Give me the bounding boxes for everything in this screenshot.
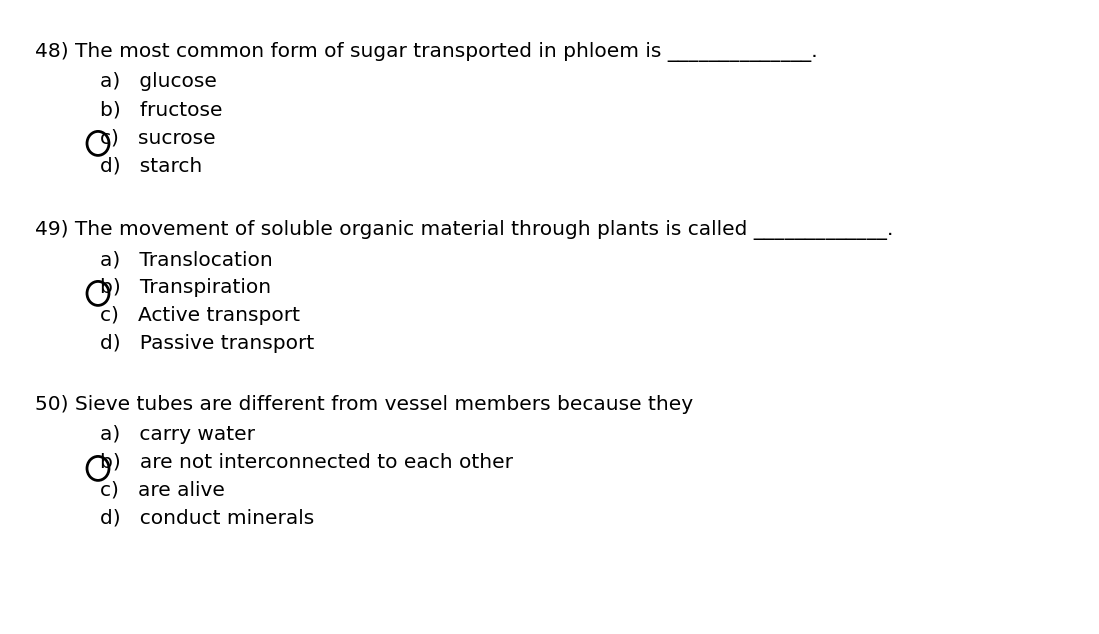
Text: a)   glucose: a) glucose — [100, 72, 217, 91]
Text: d)   conduct minerals: d) conduct minerals — [100, 509, 314, 528]
Text: a)   Translocation: a) Translocation — [100, 250, 273, 269]
Text: c)   sucrose: c) sucrose — [100, 128, 215, 147]
Text: 50) Sieve tubes are different from vessel members because they: 50) Sieve tubes are different from vesse… — [35, 395, 693, 414]
Text: d)   starch: d) starch — [100, 156, 202, 175]
Text: a)   carry water: a) carry water — [100, 425, 255, 444]
Text: b)   are not interconnected to each other: b) are not interconnected to each other — [100, 453, 513, 472]
Text: b)   Transpiration: b) Transpiration — [100, 278, 271, 297]
Text: b)   fructose: b) fructose — [100, 100, 222, 119]
Text: 48) The most common form of sugar transported in phloem is ______________.: 48) The most common form of sugar transp… — [35, 42, 818, 62]
Text: 49) The movement of soluble organic material through plants is called __________: 49) The movement of soluble organic mate… — [35, 220, 893, 240]
Text: d)   Passive transport: d) Passive transport — [100, 334, 314, 353]
Text: c)   are alive: c) are alive — [100, 481, 225, 500]
Text: c)   Active transport: c) Active transport — [100, 306, 300, 325]
